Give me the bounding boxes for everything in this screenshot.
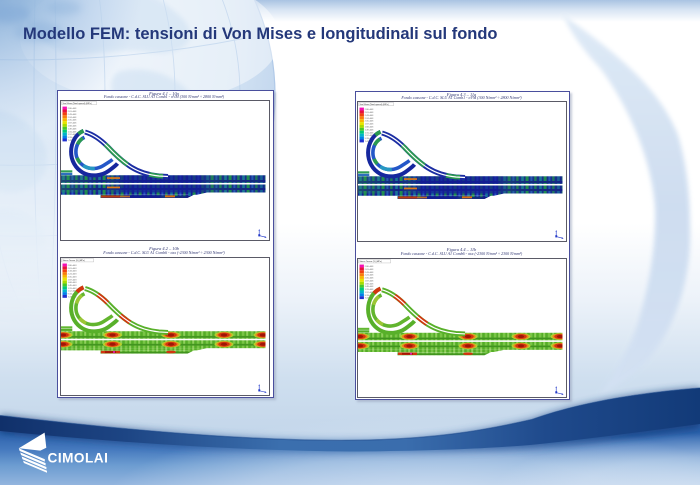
svg-text:CIMOLAI: CIMOLAI xyxy=(48,451,109,466)
